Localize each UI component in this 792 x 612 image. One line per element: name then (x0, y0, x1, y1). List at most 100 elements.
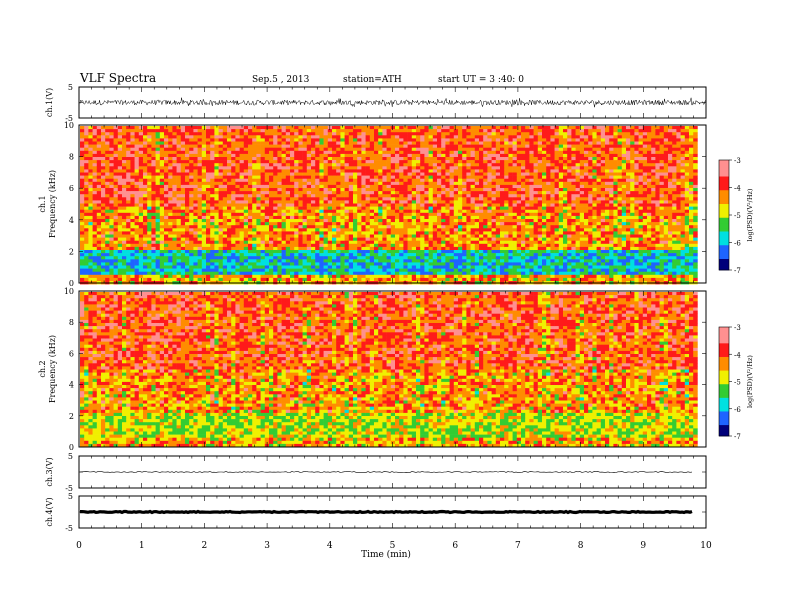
spectrogram-cell (151, 234, 156, 238)
spectrogram-cell (432, 277, 438, 282)
spectrogram-cell (164, 209, 169, 214)
spectrogram-cell (147, 147, 152, 152)
spectrogram-cell (147, 200, 152, 204)
spectrogram-cell (105, 135, 110, 139)
spectrogram-cell (193, 157, 198, 161)
spectrogram-cell (176, 262, 182, 266)
spectrogram-cell (101, 129, 106, 133)
spectrogram-cell (470, 209, 476, 214)
spectrogram-cell (281, 206, 287, 210)
spectrogram-cell (189, 206, 194, 210)
spectrogram-cell (239, 237, 245, 241)
spectrogram-cell (134, 259, 140, 263)
spectrogram-cell (168, 277, 173, 282)
spectrogram-cell (281, 212, 287, 217)
spectrogram-cell (290, 126, 295, 130)
spectrogram-cell (311, 225, 316, 229)
spectrogram-cell (117, 147, 123, 152)
spectrogram-cell (340, 160, 345, 164)
spectrogram-cell (155, 160, 161, 164)
spectrogram-cell (285, 274, 291, 279)
spectrogram-cell (462, 203, 467, 207)
spectrogram-cell (84, 181, 89, 186)
spectrogram-cell (441, 219, 446, 223)
spectrogram-cell (357, 268, 362, 272)
spectrogram-cell (273, 265, 278, 269)
spectrogram-cell (248, 132, 253, 136)
spectrogram-cell (273, 250, 278, 254)
spectrogram-cell (323, 250, 329, 254)
spectrogram-cell (357, 250, 362, 254)
spectrogram-cell (109, 157, 114, 161)
spectrogram-cell (113, 209, 119, 214)
spectrogram-cell (416, 135, 421, 139)
spectrogram-cell (369, 163, 375, 167)
spectrogram-cell (445, 147, 450, 152)
spectrogram-cell (369, 246, 375, 251)
spectrogram-cell (470, 240, 476, 245)
spectrogram-cell (105, 191, 110, 195)
spectrogram-cell (374, 157, 379, 161)
spectrogram-cell (260, 228, 266, 232)
spectrogram-cell (424, 262, 429, 266)
spectrogram-cell (290, 265, 295, 269)
spectrogram-cell (386, 250, 392, 254)
spectrogram-cell (336, 166, 341, 170)
spectrogram-cell (315, 209, 320, 214)
spectrogram-cell (264, 129, 270, 133)
spectrogram-cell (369, 219, 375, 223)
spectrogram-cell (285, 138, 291, 142)
spectrogram-cell (441, 166, 446, 170)
spectrogram-cell (151, 259, 156, 263)
spectrogram-cell (395, 215, 400, 220)
spectrogram-cell (227, 225, 232, 229)
spectrogram-cell (327, 246, 333, 251)
spectrogram-cell (210, 144, 215, 148)
spectrogram-cell (340, 181, 345, 186)
spectrogram-cell (96, 194, 102, 198)
spectrogram-cell (395, 150, 400, 155)
spectrogram-cell (197, 129, 203, 133)
spectrogram-cell (340, 184, 345, 189)
spectrogram-cell (113, 265, 119, 269)
spectrogram-cell (407, 197, 413, 201)
spectrogram-cell (134, 253, 140, 257)
spectrogram-cell (252, 166, 257, 170)
spectrogram-cell (138, 209, 144, 214)
spectrogram-cell (336, 132, 341, 136)
spectrogram-cell (117, 191, 123, 195)
spectrogram-cell (458, 150, 463, 155)
spectrogram-cell (143, 231, 148, 235)
spectrogram-cell (323, 141, 329, 145)
spectrogram-cell (264, 188, 270, 192)
spectrogram-cell (172, 188, 177, 192)
spectrogram-cell (445, 129, 450, 133)
spectrogram-cell (453, 178, 459, 183)
spectrogram-cell (105, 157, 110, 161)
spectrogram-cell (109, 172, 114, 176)
spectrogram-cell (239, 209, 245, 214)
spectrogram-cell (315, 160, 320, 164)
spectrogram-cell (411, 209, 417, 214)
spectrogram-cell (336, 243, 341, 248)
spectrogram-cell (365, 184, 371, 189)
spectrogram-cell (201, 209, 207, 214)
spectrogram-cell (180, 163, 186, 167)
spectrogram-cell (273, 246, 278, 251)
spectrogram-cell (474, 197, 480, 201)
spectrogram-cell (470, 203, 476, 207)
spectrogram-cell (285, 228, 291, 232)
spectrogram-cell (256, 129, 261, 133)
spectrogram-cell (218, 172, 224, 176)
spectrogram-cell (365, 246, 371, 251)
spectrogram-cell (302, 262, 308, 266)
spectrogram-cell (302, 222, 308, 226)
spectrogram-cell (369, 243, 375, 248)
spectrogram-cell (151, 231, 156, 235)
spectrogram-cell (285, 277, 291, 282)
spectrogram-cell (453, 200, 459, 204)
spectrogram-cell (311, 181, 316, 186)
spectrogram-cell (327, 138, 333, 142)
spectrogram-cell (348, 277, 354, 282)
spectrogram-cell (126, 184, 131, 189)
